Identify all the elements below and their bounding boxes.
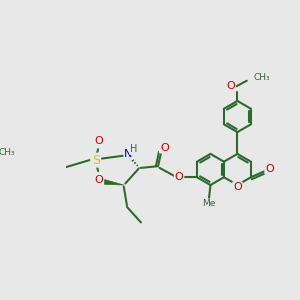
- Text: CH₃: CH₃: [0, 148, 15, 157]
- Text: O: O: [175, 172, 183, 182]
- Text: S: S: [92, 154, 100, 166]
- Polygon shape: [104, 180, 124, 185]
- Text: CH₃: CH₃: [253, 73, 270, 82]
- Text: O: O: [226, 81, 235, 91]
- Text: O: O: [160, 143, 169, 153]
- Text: Me: Me: [202, 199, 216, 208]
- Text: N: N: [124, 149, 133, 159]
- Text: H: H: [130, 144, 138, 154]
- Text: O: O: [94, 136, 103, 146]
- Text: O: O: [265, 164, 274, 174]
- Text: O: O: [94, 175, 103, 184]
- Text: O: O: [233, 182, 242, 192]
